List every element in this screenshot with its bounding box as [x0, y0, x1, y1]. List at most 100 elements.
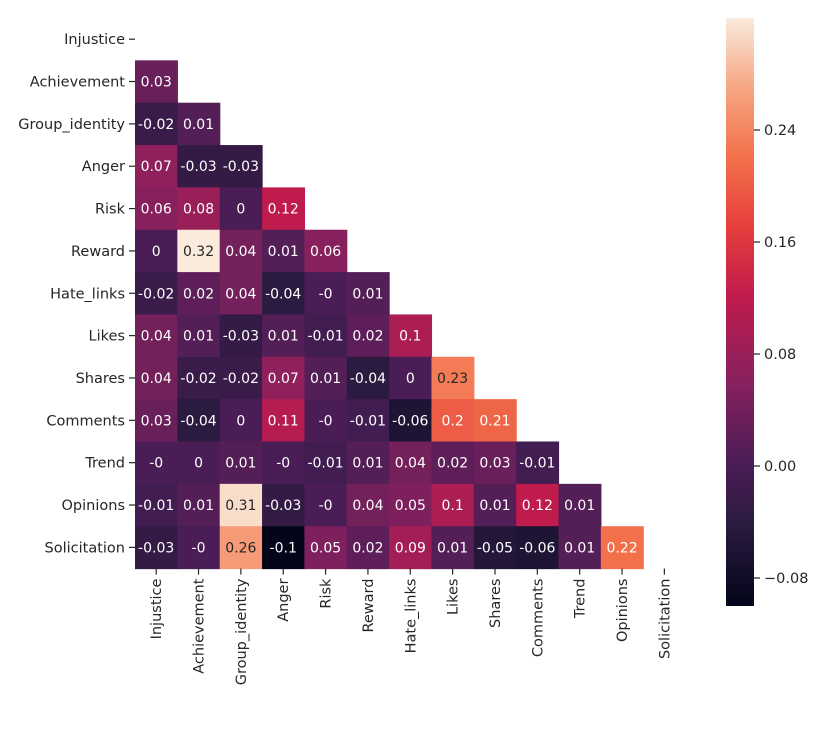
cell-Group_identity-Achievement	[177, 102, 221, 146]
y-tick-label: Trend	[84, 456, 125, 472]
colorbar: 0.24 0.16 0.08 0.00 −0.08	[726, 18, 808, 606]
cell-value: 0.01	[183, 498, 214, 514]
cell-value: 0.12	[268, 202, 299, 218]
colorbar-tick-label: −0.08	[764, 571, 808, 587]
colorbar-tick-label: 0.16	[764, 235, 796, 251]
y-tick-label: Group_identity	[18, 117, 125, 133]
cell-value: -0.04	[265, 286, 301, 302]
cell-Opinions-Anger	[262, 483, 305, 527]
cell-Shares-Likes	[431, 356, 475, 400]
cell-value: 0.1	[441, 498, 463, 514]
cell-Solicitation-Opinions	[600, 526, 644, 570]
cell-Solicitation-Trend	[558, 526, 602, 570]
cell-value: -0.02	[138, 117, 174, 133]
cell-Comments-Anger	[262, 399, 305, 443]
cell-Trend-Shares	[473, 441, 517, 485]
cell-Comments-Likes	[431, 399, 475, 443]
y-tick-label: Shares	[76, 371, 125, 387]
cell-value: -0.01	[138, 498, 174, 514]
y-tick-label: Solicitation	[45, 540, 125, 556]
cell-value: -0.02	[223, 371, 259, 387]
cell-Comments-Injustice	[135, 399, 178, 443]
cell-Risk-Injustice	[135, 187, 178, 231]
cell-Opinions-Comments	[516, 483, 560, 527]
cell-Anger-Group_identity	[219, 145, 263, 188]
cell-value: 0	[194, 456, 203, 472]
x-tick-label: Solicitation	[657, 579, 673, 659]
cell-Solicitation-Likes	[431, 526, 475, 570]
cell-value: 0.31	[225, 498, 256, 514]
cell-Likes-Anger	[262, 314, 305, 358]
cell-value: 0.06	[310, 244, 341, 260]
cell-Trend-Reward	[346, 441, 390, 485]
cell-Trend-Anger	[262, 441, 305, 485]
cell-Risk-Achievement	[177, 187, 221, 231]
cell-Solicitation-Achievement	[177, 526, 221, 570]
cell-value: 0	[152, 244, 161, 260]
x-tick-label: Group_identity	[234, 578, 250, 685]
cell-value: 0.03	[141, 75, 172, 91]
cell-Opinions-Achievement	[177, 483, 221, 527]
cell-value: 0.01	[352, 286, 383, 302]
cell-value: -0.03	[138, 540, 174, 556]
cell-Opinions-Group_identity	[219, 483, 263, 527]
cell-value: 0.02	[183, 286, 214, 302]
cell-Achievement-Injustice	[135, 60, 178, 104]
colorbar-gradient	[726, 18, 754, 606]
cell-Shares-Hate_links	[389, 356, 433, 400]
cell-Solicitation-Hate_links	[389, 526, 433, 570]
cell-Risk-Group_identity	[219, 187, 263, 231]
x-tick-label: Trend	[573, 579, 589, 620]
y-tick-label: Opinions	[62, 498, 125, 514]
cell-value: -0.01	[307, 329, 343, 345]
cell-Anger-Injustice	[135, 145, 178, 188]
cell-value: -0.01	[519, 456, 555, 472]
cell-value: -0.05	[477, 540, 513, 556]
cell-value: 0.01	[352, 456, 383, 472]
cell-value: -0.02	[138, 286, 174, 302]
cell-Comments-Reward	[346, 399, 390, 443]
cell-Opinions-Injustice	[135, 483, 178, 527]
y-tick-label: Reward	[71, 244, 125, 260]
cell-value: 0.05	[310, 540, 341, 556]
cell-value: 0.04	[352, 498, 383, 514]
cell-value: 0.23	[437, 371, 468, 387]
cell-value: 0.08	[183, 202, 214, 218]
cell-value: -0.1	[270, 540, 297, 556]
cell-value: 0.12	[522, 498, 553, 514]
cell-Comments-Risk	[304, 399, 348, 443]
x-tick-label: Injustice	[149, 578, 165, 639]
cell-value: 0.01	[183, 117, 214, 133]
cell-value: -0.03	[223, 329, 259, 345]
cell-value: 0	[236, 413, 245, 429]
cell-value: 0.01	[183, 329, 214, 345]
cell-Shares-Group_identity	[219, 356, 263, 400]
cell-Risk-Anger	[262, 187, 305, 231]
cell-Solicitation-Comments	[516, 526, 560, 570]
cell-value: 0.04	[225, 244, 256, 260]
cell-Trend-Risk	[304, 441, 348, 485]
cell-value: -0	[276, 456, 290, 472]
cell-Reward-Injustice	[135, 229, 178, 273]
cell-Comments-Achievement	[177, 399, 221, 443]
y-axis-labels: Injustice Achievement Group_identity Anger R…	[18, 32, 135, 556]
cell-Shares-Risk	[304, 356, 348, 400]
x-tick-label: Shares	[488, 579, 504, 628]
cell-value: -0.01	[350, 413, 386, 429]
cell-value: 0	[236, 202, 245, 218]
cell-Anger-Achievement	[177, 145, 221, 188]
y-tick-label: Achievement	[30, 75, 126, 91]
cell-value: -0.03	[180, 159, 216, 175]
cell-Solicitation-Shares	[473, 526, 517, 570]
y-tick-label: Comments	[46, 413, 125, 429]
cell-value: -0.04	[350, 371, 386, 387]
cell-value: 0.11	[268, 413, 299, 429]
cell-Trend-Likes	[431, 441, 475, 485]
colorbar-tick-label: 0.24	[764, 123, 796, 139]
cell-value: -0.02	[180, 371, 216, 387]
cell-value: 0.21	[479, 413, 510, 429]
cell-value: 0.01	[479, 498, 510, 514]
cell-value: 0.1	[399, 329, 421, 345]
cell-value: 0.07	[141, 159, 172, 175]
